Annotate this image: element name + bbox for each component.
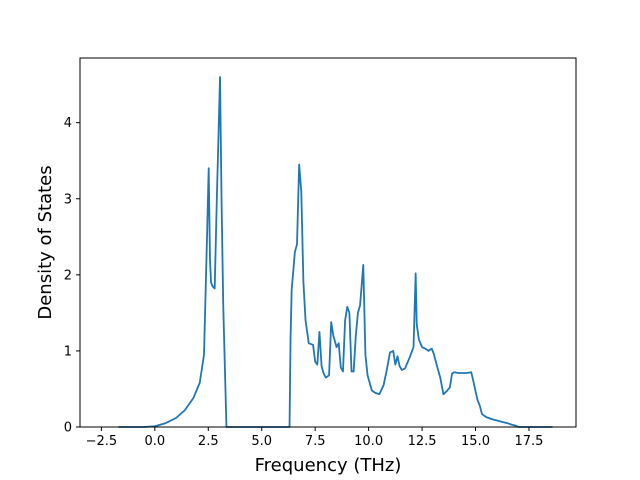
y-tick-label: 2 bbox=[64, 268, 72, 283]
x-tick-label: 7.5 bbox=[305, 434, 326, 449]
y-tick-label: 4 bbox=[64, 116, 72, 131]
x-tick-label: 17.5 bbox=[514, 434, 543, 449]
axes-frame bbox=[79, 57, 577, 428]
y-tick-label: 1 bbox=[64, 344, 72, 359]
y-axis-label: Density of States bbox=[35, 165, 56, 319]
dos-series-line-0 bbox=[118, 76, 553, 428]
x-tick-label: 2.5 bbox=[198, 434, 219, 449]
x-axis-label: Frequency (THz) bbox=[255, 455, 402, 476]
x-tick-label: −2.5 bbox=[86, 434, 118, 449]
x-tick-label: 10.0 bbox=[354, 434, 383, 449]
axis-ticks: −2.5 0.0 2.5 5.0 7.5 10.0 12.5 15.0 17.5 0 1 2 3 4 bbox=[64, 116, 544, 449]
y-tick-label: 3 bbox=[64, 192, 72, 207]
x-tick-label: 0.0 bbox=[144, 434, 165, 449]
x-tick-label: 15.0 bbox=[461, 434, 490, 449]
plot-area bbox=[118, 76, 553, 428]
x-tick-label: 5.0 bbox=[251, 434, 272, 449]
x-tick-label: 12.5 bbox=[408, 434, 437, 449]
y-tick-label: 0 bbox=[64, 421, 72, 436]
